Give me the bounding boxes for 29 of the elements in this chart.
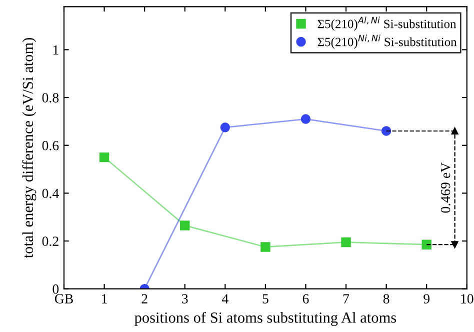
x-tick-label: 7 bbox=[343, 294, 350, 304]
y-tick-label: 1 bbox=[53, 45, 58, 55]
y-tick-label: 0.8 bbox=[42, 93, 59, 103]
point bbox=[99, 152, 110, 162]
x-tick-label: 10 bbox=[461, 294, 474, 304]
point bbox=[341, 237, 351, 248]
legend-label: Σ5(210)$^{Ni,Ni}$ Si-substitution bbox=[318, 34, 457, 49]
point bbox=[260, 242, 270, 252]
y-tick-label: 0.6 bbox=[42, 140, 59, 150]
x-tick-label: GB bbox=[54, 294, 73, 304]
x-tick-label: 8 bbox=[383, 294, 390, 304]
y-tick-label: 0.2 bbox=[42, 236, 58, 246]
x-axis-title: positions of Si atoms substituting Al atoms bbox=[134, 312, 396, 326]
x-tick-label: 6 bbox=[302, 294, 309, 304]
point bbox=[422, 240, 432, 250]
y-tick-label: 0.4 bbox=[42, 188, 59, 198]
x-tick-label: 9 bbox=[424, 294, 430, 304]
x-tick-label: 2 bbox=[142, 294, 148, 304]
point bbox=[300, 114, 311, 124]
x-tick-label: 4 bbox=[222, 294, 228, 304]
annotation: 0.469 eV bbox=[440, 162, 450, 213]
x-tick-label: 1 bbox=[102, 294, 107, 304]
point bbox=[220, 122, 230, 132]
y-tick-label: 0 bbox=[52, 284, 59, 294]
y-axis-title: total energy difference (eV/Si atom) bbox=[22, 38, 36, 258]
x-tick-label: 3 bbox=[182, 294, 188, 304]
legend-label: Σ5(210)$^{Al,Ni}$ Si-substitution bbox=[318, 16, 456, 31]
point bbox=[180, 220, 190, 230]
x-tick-label: 5 bbox=[262, 294, 268, 304]
